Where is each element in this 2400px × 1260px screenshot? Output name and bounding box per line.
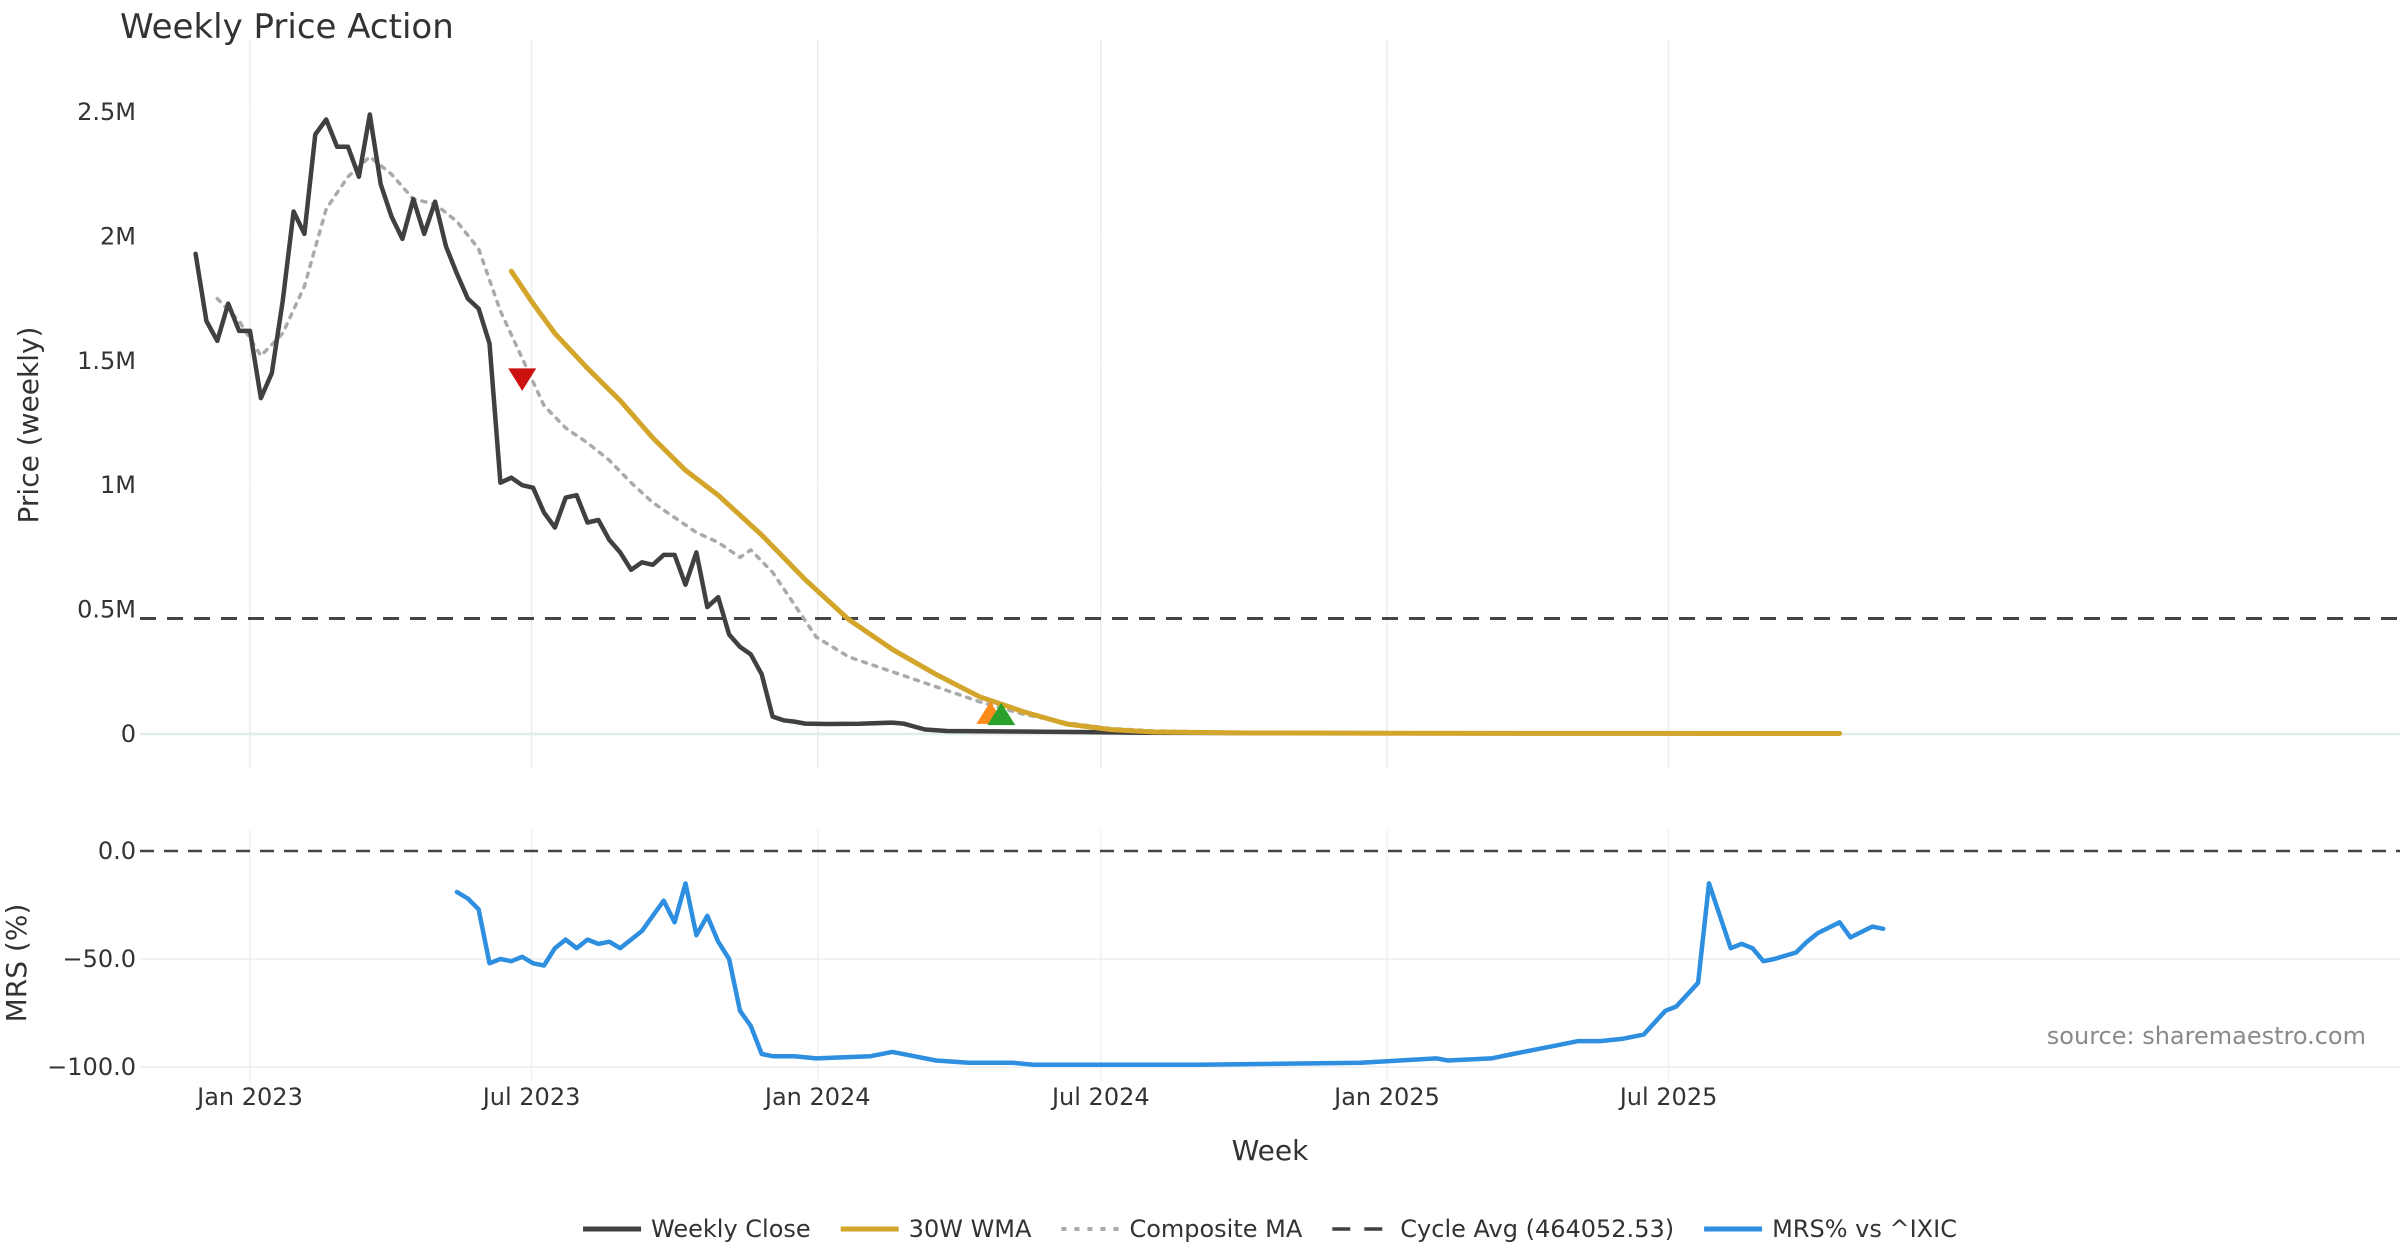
x-tick-label: Jul 2023 bbox=[481, 1083, 581, 1111]
legend-label: 30W WMA bbox=[909, 1215, 1032, 1243]
sell-signal-marker bbox=[508, 368, 537, 391]
legend-label: Composite MA bbox=[1129, 1215, 1302, 1243]
source-note: source: sharemaestro.com bbox=[2047, 1022, 2366, 1050]
legend-item: Composite MA bbox=[1061, 1215, 1303, 1243]
buy-signal-marker bbox=[987, 702, 1016, 726]
series-line-composite-ma bbox=[215, 155, 1842, 736]
price-y-ticks: 0 0.5M 1M 1.5M 2M 2.5M bbox=[77, 98, 136, 748]
price-y-tick-label: 0.5M bbox=[77, 596, 136, 624]
legend-label: Weekly Close bbox=[651, 1215, 811, 1243]
price-y-tick-label: 2.5M bbox=[77, 98, 136, 126]
mrs-y-tick-label: −50.0 bbox=[62, 945, 136, 973]
legend-item: MRS% vs ^IXIC bbox=[1704, 1215, 1957, 1243]
price-panel-grid bbox=[140, 40, 2400, 768]
price-y-tick-label: 2M bbox=[100, 222, 136, 250]
legend-item: Cycle Avg (464052.53) bbox=[1332, 1215, 1674, 1243]
series-line-weekly-close bbox=[193, 112, 1842, 736]
series-line-mrs bbox=[454, 881, 1886, 1068]
x-tick-label: Jul 2024 bbox=[1050, 1083, 1150, 1111]
legend-label: MRS% vs ^IXIC bbox=[1772, 1215, 1957, 1243]
legend-item: 30W WMA bbox=[840, 1215, 1032, 1243]
price-series bbox=[193, 112, 1843, 736]
price-y-tick-label: 0 bbox=[121, 720, 136, 748]
mrs-y-axis-title: MRS (%) bbox=[0, 904, 33, 1023]
price-y-axis-title: Price (weekly) bbox=[12, 327, 45, 524]
mrs-y-tick-label: 0.0 bbox=[98, 837, 136, 865]
chart-title: Weekly Price Action bbox=[120, 7, 454, 47]
series-line-30w-wma bbox=[508, 268, 1843, 736]
price-y-tick-label: 1.5M bbox=[77, 347, 136, 375]
mrs-y-tick-label: −100.0 bbox=[47, 1053, 136, 1081]
price-y-tick-label: 1M bbox=[100, 471, 136, 499]
legend: Weekly Close 30W WMA Composite MA Cycle Avg… bbox=[583, 1215, 1957, 1243]
x-tick-label: Jan 2025 bbox=[1332, 1083, 1440, 1111]
mrs-series bbox=[454, 881, 1886, 1068]
signal-markers bbox=[508, 368, 1016, 726]
x-tick-label: Jan 2024 bbox=[763, 1083, 871, 1111]
legend-label: Cycle Avg (464052.53) bbox=[1400, 1215, 1674, 1243]
x-axis-title: Week bbox=[1232, 1134, 1309, 1167]
legend-item: Weekly Close bbox=[583, 1215, 811, 1243]
x-axis-ticks: Jan 2023 Jul 2023 Jan 2024 Jul 2024 Jan 2025… bbox=[195, 1083, 1717, 1111]
mrs-y-ticks: 0.0 −50.0 −100.0 bbox=[47, 837, 136, 1081]
x-tick-label: Jan 2023 bbox=[195, 1083, 303, 1111]
x-tick-label: Jul 2025 bbox=[1618, 1083, 1718, 1111]
